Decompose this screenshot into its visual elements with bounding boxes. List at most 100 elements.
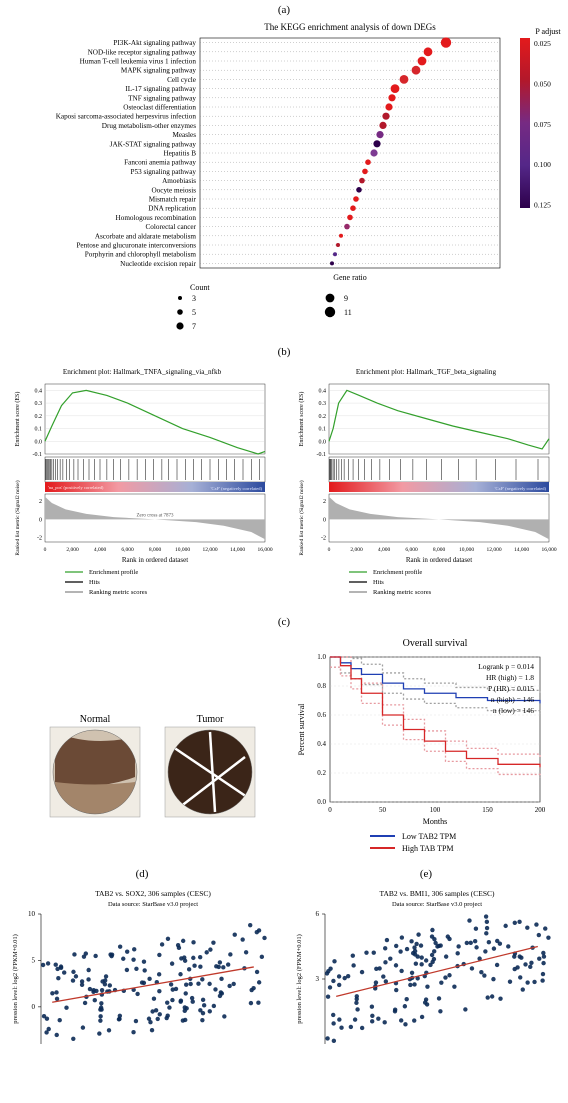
svg-text:Months: Months [423, 817, 447, 826]
svg-text:0: 0 [323, 517, 326, 523]
svg-text:Human T-cell leukemia virus 1: Human T-cell leukemia virus 1 infection [80, 58, 197, 66]
svg-text:0.4: 0.4 [319, 388, 327, 394]
svg-text:TAB2 vs. SOX2, 306 samples (CE: TAB2 vs. SOX2, 306 samples (CESC) [95, 889, 211, 898]
svg-text:2,000: 2,000 [350, 547, 363, 553]
svg-text:Enrichment plot: Hallmark_TGF_: Enrichment plot: Hallmark_TGF_beta_signa… [356, 368, 497, 376]
svg-text:MAPK signaling pathway: MAPK signaling pathway [121, 67, 196, 75]
svg-text:50: 50 [379, 806, 387, 814]
svg-text:12,000: 12,000 [486, 547, 501, 553]
svg-text:3: 3 [316, 975, 320, 983]
svg-text:2,000: 2,000 [66, 547, 79, 553]
svg-text:0.4: 0.4 [35, 388, 43, 394]
svg-text:NOD-like receptor signaling pa: NOD-like receptor signaling pathway [88, 48, 197, 56]
svg-text:0.4: 0.4 [317, 740, 326, 748]
svg-text:0.100: 0.100 [534, 160, 551, 169]
panel-de-row: (d) TAB2 vs. SOX2, 306 samples (CESC)Dat… [0, 864, 568, 1066]
svg-text:10,000: 10,000 [175, 547, 190, 553]
svg-text:pression level: log2 (FPKM+0.0: pression level: log2 (FPKM+0.01) [296, 934, 303, 1024]
svg-text:Kaposi sarcoma-associated herp: Kaposi sarcoma-associated herpesvirus in… [56, 113, 197, 121]
svg-text:P adjust: P adjust [535, 27, 561, 36]
svg-text:200: 200 [535, 806, 546, 814]
svg-text:Logrank p = 0.014: Logrank p = 0.014 [478, 662, 534, 671]
svg-text:Colorectal cancer: Colorectal cancer [146, 223, 197, 231]
svg-text:Amoebiasis: Amoebiasis [162, 177, 196, 185]
svg-text:10: 10 [28, 910, 36, 918]
svg-text:Enrichment profile: Enrichment profile [373, 569, 422, 576]
svg-text:0.8: 0.8 [317, 682, 326, 690]
svg-text:-2: -2 [321, 535, 326, 541]
svg-text:8,000: 8,000 [433, 547, 446, 553]
svg-text:0.125: 0.125 [534, 201, 551, 210]
svg-text:10,000: 10,000 [459, 547, 474, 553]
svg-text:0.1: 0.1 [319, 427, 327, 433]
svg-text:Data source: StarBase v3.0 pro: Data source: StarBase v3.0 project [392, 901, 482, 908]
gsea-plot-right: Enrichment plot: Hallmark_TGF_beta_signa… [291, 362, 561, 612]
svg-text:Enrichment score (ES): Enrichment score (ES) [14, 392, 21, 447]
svg-text:0.2: 0.2 [319, 414, 327, 420]
svg-text:JAK-STAT signaling pathway: JAK-STAT signaling pathway [110, 140, 197, 148]
svg-text:16,000: 16,000 [257, 547, 272, 553]
svg-text:Rank in ordered dataset: Rank in ordered dataset [406, 556, 472, 564]
svg-text:5: 5 [192, 308, 196, 317]
panel-b: (b) Enrichment plot: Hallmark_TNFA_signa… [0, 346, 568, 612]
svg-text:0.1: 0.1 [35, 427, 43, 433]
svg-text:0.025: 0.025 [534, 39, 551, 48]
svg-text:Osteoclast differentiation: Osteoclast differentiation [123, 104, 196, 112]
kegg-dotplot: The KEGG enrichment analysis of down DEG… [0, 20, 568, 340]
svg-text:'CxF' (negatively correlated): 'CxF' (negatively correlated) [495, 486, 547, 491]
svg-text:Gene ratio: Gene ratio [333, 273, 367, 282]
svg-text:0.075: 0.075 [534, 120, 551, 129]
svg-text:0.6: 0.6 [317, 711, 326, 719]
svg-text:Ascorbate and aldarate metabol: Ascorbate and aldarate metabolism [95, 232, 197, 240]
svg-text:Overall survival: Overall survival [403, 638, 468, 649]
svg-text:Low TAB2 TPM: Low TAB2 TPM [402, 832, 456, 841]
svg-text:Data source: StarBase v3.0 pro: Data source: StarBase v3.0 project [108, 901, 198, 908]
svg-text:8,000: 8,000 [149, 547, 162, 553]
svg-text:Enrichment profile: Enrichment profile [89, 569, 138, 576]
svg-text:0.0: 0.0 [319, 439, 327, 445]
svg-text:0.0: 0.0 [35, 439, 43, 445]
svg-text:High TAB TPM: High TAB TPM [402, 844, 454, 853]
svg-text:'na_pos' (positively correlate: 'na_pos' (positively correlated) [48, 485, 104, 490]
svg-text:pression level: log2 (FPKM+0.0: pression level: log2 (FPKM+0.01) [12, 934, 19, 1024]
svg-text:0.050: 0.050 [534, 79, 551, 88]
svg-text:0.0: 0.0 [317, 798, 326, 806]
svg-text:Mismatch repair: Mismatch repair [149, 196, 197, 204]
svg-text:Homologous recombination: Homologous recombination [116, 214, 197, 222]
svg-text:16,000: 16,000 [541, 547, 556, 553]
svg-text:0.2: 0.2 [35, 414, 43, 420]
svg-text:0.2: 0.2 [317, 769, 326, 777]
svg-text:2: 2 [39, 499, 42, 505]
svg-text:5: 5 [32, 956, 36, 964]
svg-text:150: 150 [482, 806, 493, 814]
svg-text:The KEGG enrichment analysis o: The KEGG enrichment analysis of down DEG… [264, 22, 436, 32]
svg-text:Hits: Hits [373, 579, 384, 586]
svg-text:Drug metabolism-other enzymes: Drug metabolism-other enzymes [102, 122, 196, 130]
svg-text:0: 0 [39, 517, 42, 523]
svg-text:0.3: 0.3 [35, 401, 43, 407]
svg-text:3: 3 [192, 294, 196, 303]
svg-text:n (high) = 146: n (high) = 146 [491, 695, 534, 704]
svg-text:7: 7 [192, 322, 196, 331]
panel-e-label: (e) [291, 868, 561, 880]
svg-text:Percent survival: Percent survival [297, 703, 306, 756]
svg-text:Normal: Normal [80, 714, 111, 725]
svg-text:TAB2 vs. BMI1, 306 samples (CE: TAB2 vs. BMI1, 306 samples (CESC) [379, 889, 495, 898]
svg-text:Zero cross at 7873: Zero cross at 7873 [136, 513, 174, 518]
svg-text:Count: Count [190, 283, 210, 292]
svg-text:Fanconi anemia pathway: Fanconi anemia pathway [124, 159, 196, 167]
svg-text:Nucleotide excision repair: Nucleotide excision repair [120, 260, 196, 268]
svg-text:Ranking metric scores: Ranking metric scores [373, 589, 432, 596]
svg-text:P (HR) = 0.015: P (HR) = 0.015 [488, 684, 534, 693]
svg-text:Enrichment plot: Hallmark_TNFA: Enrichment plot: Hallmark_TNFA_signaling… [63, 368, 222, 376]
svg-text:Pentose and glucuronate interc: Pentose and glucuronate interconversions [76, 242, 196, 250]
svg-text:2: 2 [323, 499, 326, 505]
svg-text:Hepatitis B: Hepatitis B [163, 150, 196, 158]
panel-c-svg: NormalTumorOverall survival0.00.20.40.60… [0, 632, 568, 862]
svg-text:HR (high) = 1.8: HR (high) = 1.8 [486, 673, 534, 682]
svg-text:TNF signaling pathway: TNF signaling pathway [128, 94, 196, 102]
svg-text:0.3: 0.3 [319, 401, 327, 407]
svg-text:Measles: Measles [172, 131, 196, 139]
svg-text:6: 6 [316, 910, 320, 918]
svg-text:0: 0 [328, 806, 332, 814]
